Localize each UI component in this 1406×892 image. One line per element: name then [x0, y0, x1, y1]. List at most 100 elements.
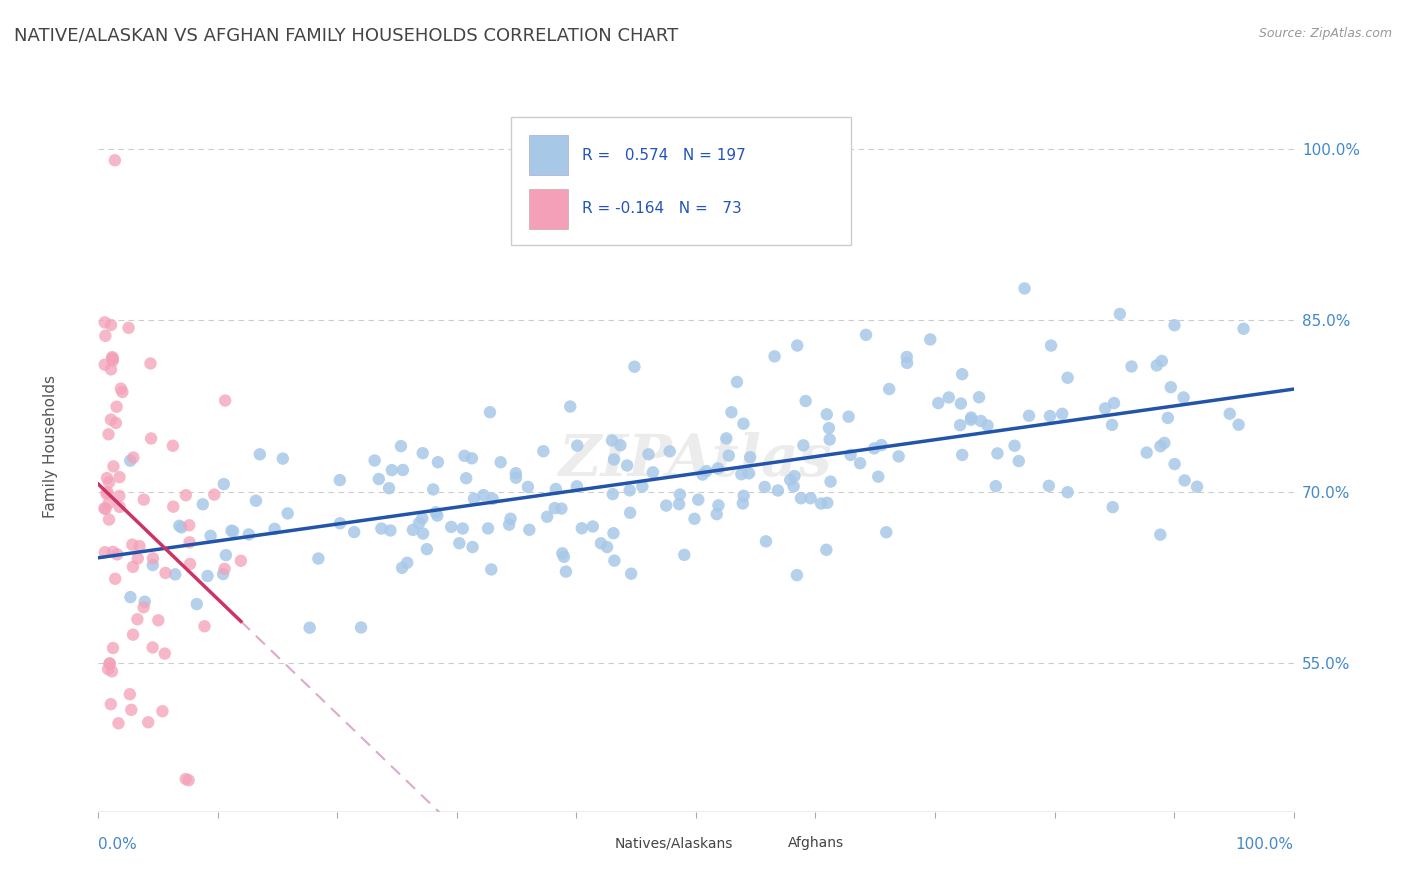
Point: [839, 448, 862, 462]
Point: [623, 359, 645, 374]
Text: 100.0%: 100.0%: [1236, 837, 1294, 852]
Point: [810, 496, 832, 510]
Point: [1094, 401, 1116, 416]
Point: [517, 523, 540, 537]
Point: [984, 479, 1007, 493]
Point: [1157, 410, 1180, 425]
Point: [1149, 439, 1171, 453]
Point: [127, 551, 149, 566]
Point: [343, 524, 366, 539]
Point: [271, 451, 294, 466]
Point: [602, 487, 624, 501]
Point: [215, 548, 238, 562]
Point: [516, 480, 538, 494]
Point: [1173, 391, 1195, 405]
Point: [148, 613, 170, 627]
Point: [212, 477, 235, 491]
Point: [763, 350, 786, 364]
Point: [505, 467, 527, 481]
Point: [249, 447, 271, 461]
Point: [94, 545, 117, 559]
Point: [738, 467, 761, 481]
Text: ZIPAtlas: ZIPAtlas: [560, 433, 832, 489]
Point: [730, 467, 752, 482]
Point: [1102, 396, 1125, 410]
Point: [477, 521, 499, 535]
Point: [122, 559, 145, 574]
Point: [1232, 322, 1254, 336]
Point: [132, 492, 155, 507]
Point: [641, 466, 664, 480]
FancyBboxPatch shape: [576, 832, 603, 855]
Point: [1150, 354, 1173, 368]
Point: [1014, 281, 1036, 295]
Point: [499, 512, 522, 526]
Point: [152, 704, 174, 718]
Point: [298, 621, 321, 635]
Point: [967, 390, 990, 404]
Point: [97, 427, 120, 442]
Point: [456, 471, 478, 485]
Point: [560, 400, 582, 414]
Point: [411, 511, 433, 525]
Point: [100, 697, 122, 711]
Point: [1163, 318, 1185, 333]
Point: [479, 562, 502, 576]
Point: [238, 527, 260, 541]
Point: [212, 567, 235, 582]
Point: [733, 417, 755, 431]
Point: [222, 524, 245, 539]
Point: [619, 483, 641, 498]
Point: [550, 501, 572, 516]
Point: [616, 458, 638, 473]
Point: [1004, 439, 1026, 453]
Point: [960, 410, 983, 425]
Point: [472, 488, 495, 502]
Point: [142, 551, 165, 566]
Point: [378, 481, 401, 495]
Point: [98, 475, 121, 490]
Point: [1153, 436, 1175, 450]
Point: [408, 516, 430, 530]
Point: [970, 414, 993, 428]
Point: [179, 518, 201, 533]
Point: [498, 517, 520, 532]
Point: [706, 507, 728, 521]
Point: [1040, 338, 1063, 352]
Point: [136, 715, 159, 730]
Point: [101, 351, 124, 366]
Point: [197, 569, 219, 583]
Point: [104, 416, 127, 430]
Point: [100, 362, 122, 376]
Point: [766, 483, 789, 498]
Point: [122, 450, 145, 465]
Point: [567, 439, 589, 453]
Point: [162, 500, 184, 514]
FancyBboxPatch shape: [749, 832, 776, 855]
Point: [380, 524, 402, 538]
Point: [100, 318, 122, 332]
Point: [101, 665, 124, 679]
Point: [731, 496, 754, 510]
Point: [1227, 417, 1250, 432]
Point: [481, 491, 503, 506]
Point: [1149, 527, 1171, 541]
Point: [1039, 409, 1062, 423]
Point: [463, 491, 485, 506]
Point: [108, 489, 131, 503]
Point: [412, 446, 434, 460]
Point: [402, 523, 425, 537]
Point: [94, 328, 117, 343]
Point: [754, 480, 776, 494]
Point: [863, 442, 886, 456]
Point: [108, 500, 131, 514]
Point: [108, 470, 131, 484]
Point: [551, 546, 574, 560]
Point: [1018, 409, 1040, 423]
Point: [800, 491, 823, 506]
Point: [101, 351, 124, 366]
Point: [263, 522, 285, 536]
Point: [139, 356, 162, 370]
Point: [755, 534, 778, 549]
Point: [101, 641, 124, 656]
